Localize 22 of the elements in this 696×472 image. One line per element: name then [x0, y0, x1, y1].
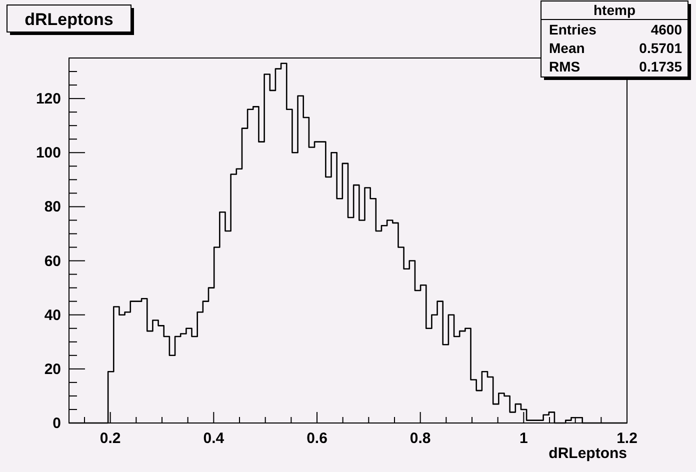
y-tick-label: 120	[36, 90, 61, 108]
text: htemp	[594, 2, 636, 18]
text: 0.5701	[639, 40, 682, 56]
y-tick-label: 0	[52, 415, 61, 432]
text: Mean	[549, 40, 585, 56]
y-tick-label: 100	[36, 144, 61, 162]
y-tick-label: 60	[44, 252, 61, 270]
x-tick-label: 0.4	[203, 430, 225, 447]
x-tick-label: 0.2	[100, 430, 121, 447]
text: 0.1735	[639, 58, 682, 74]
x-axis-title: dRLeptons	[548, 445, 627, 462]
y-tick-label: 80	[44, 198, 61, 216]
text: Entries	[549, 22, 597, 38]
x-tick-label: 1.2	[616, 430, 638, 447]
y-tick-label: 40	[44, 306, 61, 324]
chart-title: dRLeptons	[24, 10, 114, 29]
y-tick-label: 20	[44, 360, 61, 378]
text: 4600	[650, 22, 682, 38]
x-tick-label: 0.8	[410, 430, 431, 447]
annotation: RMS	[549, 58, 580, 74]
x-tick-label: 1	[519, 430, 528, 447]
x-tick-label: 0.6	[306, 430, 328, 447]
